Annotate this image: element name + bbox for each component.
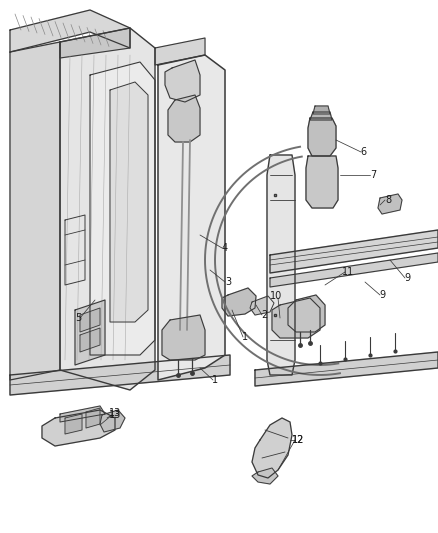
- Polygon shape: [272, 298, 320, 338]
- Polygon shape: [288, 295, 325, 332]
- Text: 9: 9: [379, 290, 385, 300]
- Text: 5: 5: [75, 313, 81, 323]
- Text: 1: 1: [242, 332, 248, 342]
- Polygon shape: [65, 414, 82, 434]
- Text: 1: 1: [212, 375, 218, 385]
- Polygon shape: [80, 328, 100, 352]
- Polygon shape: [155, 38, 205, 65]
- Text: 11: 11: [342, 267, 354, 277]
- Text: 2: 2: [261, 310, 267, 320]
- Polygon shape: [158, 55, 225, 380]
- Text: 12: 12: [292, 435, 304, 445]
- Polygon shape: [42, 410, 115, 446]
- Text: 3: 3: [225, 277, 231, 287]
- Polygon shape: [310, 112, 332, 120]
- Polygon shape: [255, 352, 438, 386]
- Polygon shape: [250, 296, 274, 315]
- Polygon shape: [75, 300, 105, 365]
- Text: 8: 8: [385, 195, 391, 205]
- Polygon shape: [165, 60, 200, 102]
- Polygon shape: [270, 230, 438, 273]
- Polygon shape: [60, 406, 105, 422]
- Text: 10: 10: [270, 291, 282, 301]
- Text: 13: 13: [109, 410, 121, 420]
- Polygon shape: [60, 28, 130, 58]
- Polygon shape: [10, 10, 130, 52]
- Polygon shape: [90, 62, 155, 355]
- Text: 9: 9: [404, 273, 410, 283]
- Polygon shape: [60, 28, 155, 390]
- Polygon shape: [168, 95, 200, 142]
- Polygon shape: [306, 156, 338, 208]
- Polygon shape: [80, 308, 100, 332]
- Polygon shape: [10, 355, 230, 395]
- Polygon shape: [10, 42, 60, 380]
- Polygon shape: [378, 194, 402, 214]
- Text: 6: 6: [360, 147, 366, 157]
- Polygon shape: [313, 106, 330, 114]
- Text: 7: 7: [370, 170, 376, 180]
- Polygon shape: [110, 82, 148, 322]
- Text: 4: 4: [222, 243, 228, 253]
- Polygon shape: [252, 468, 278, 484]
- Polygon shape: [308, 118, 336, 156]
- Polygon shape: [252, 418, 292, 478]
- Polygon shape: [270, 253, 438, 287]
- Polygon shape: [222, 288, 256, 316]
- Text: 12: 12: [292, 435, 304, 445]
- Text: 13: 13: [109, 408, 121, 418]
- Polygon shape: [100, 410, 125, 432]
- Polygon shape: [86, 408, 100, 428]
- Polygon shape: [267, 155, 295, 375]
- Polygon shape: [162, 315, 205, 360]
